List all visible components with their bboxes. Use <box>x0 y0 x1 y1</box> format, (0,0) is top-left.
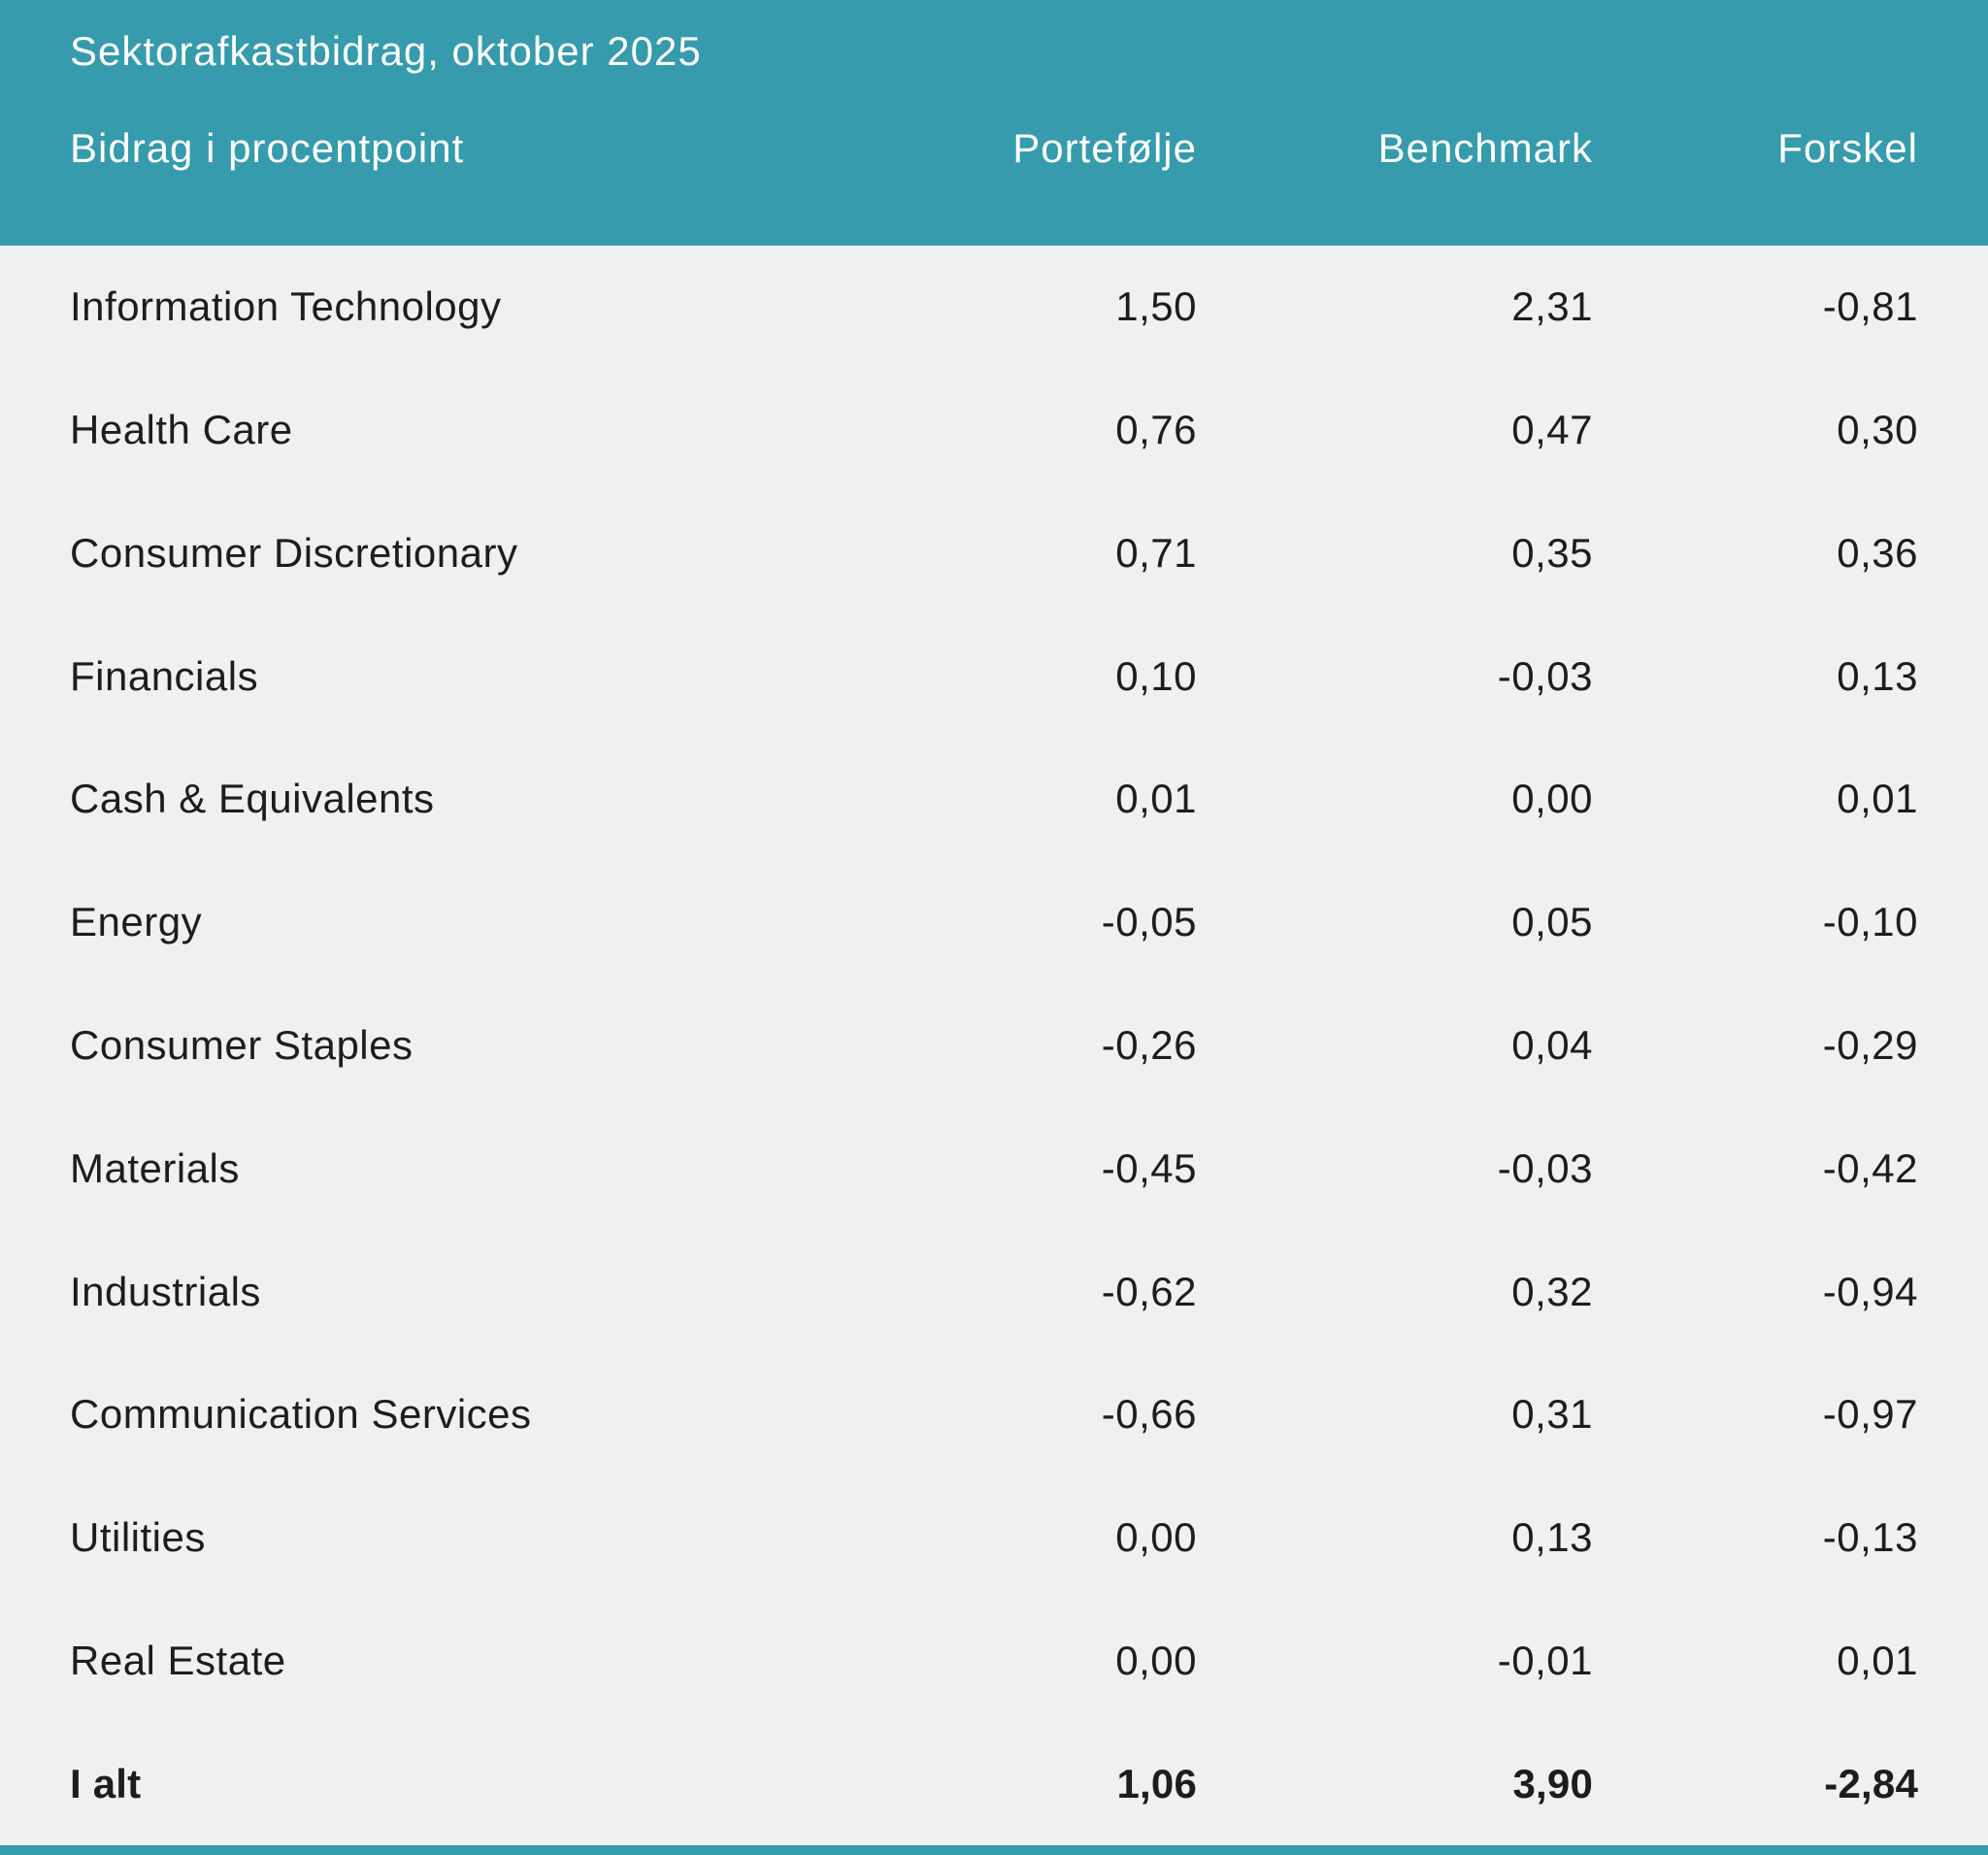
sector-name: Information Technology <box>70 283 502 330</box>
sector-name: Health Care <box>70 407 293 453</box>
table-row: Health Care 0,76 0,47 0,30 <box>70 369 1918 492</box>
difference-value: 0,36 <box>1837 529 1918 576</box>
difference-value: 0,30 <box>1837 407 1918 453</box>
table-row: Information Technology 1,50 2,31 -0,81 <box>70 246 1918 369</box>
benchmark-value: 0,31 <box>1511 1391 1593 1438</box>
sector-name: Energy <box>70 899 203 945</box>
portfolio-value: 0,00 <box>1115 1514 1197 1561</box>
benchmark-value: 0,04 <box>1511 1021 1593 1068</box>
portfolio-value: -0,45 <box>1101 1144 1197 1191</box>
table-header-band: Sektorafkastbidrag, oktober 2025 Bidrag … <box>0 0 1988 246</box>
sector-name: Utilities <box>70 1514 206 1561</box>
table-row: Utilities 0,00 0,13 -0,13 <box>70 1476 1918 1600</box>
difference-value: -0,81 <box>1822 283 1918 330</box>
portfolio-value: -0,62 <box>1101 1268 1197 1314</box>
total-difference-value: -2,84 <box>1824 1760 1918 1806</box>
difference-value: 0,01 <box>1837 1637 1918 1683</box>
total-benchmark-value: 3,90 <box>1512 1760 1593 1806</box>
table-row: Consumer Staples -0,26 0,04 -0,29 <box>70 984 1918 1108</box>
portfolio-value: 0,76 <box>1115 407 1197 453</box>
column-header-label: Bidrag i procentpoint <box>70 125 465 171</box>
sector-name: Real Estate <box>70 1637 286 1683</box>
bottom-accent-bar <box>0 1845 1988 1855</box>
benchmark-value: 0,35 <box>1511 529 1593 576</box>
column-header-difference: Forskel <box>1777 125 1918 171</box>
portfolio-value: -0,66 <box>1101 1391 1197 1438</box>
difference-value: -0,97 <box>1822 1391 1918 1438</box>
benchmark-value: 0,13 <box>1511 1514 1593 1561</box>
portfolio-value: -0,05 <box>1101 899 1197 945</box>
benchmark-value: 0,00 <box>1511 776 1593 822</box>
table-row: Energy -0,05 0,05 -0,10 <box>70 861 1918 984</box>
table-body: Information Technology 1,50 2,31 -0,81 H… <box>0 246 1988 1845</box>
difference-value: -0,29 <box>1822 1021 1918 1068</box>
table-row: Consumer Discretionary 0,71 0,35 0,36 <box>70 492 1918 615</box>
table-row: Communication Services -0,66 0,31 -0,97 <box>70 1353 1918 1476</box>
column-header-row: Bidrag i procentpoint Portefølje Benchma… <box>70 124 1918 173</box>
column-header-portfolio: Portefølje <box>1012 125 1197 171</box>
table-row: Financials 0,10 -0,03 0,13 <box>70 614 1918 738</box>
total-portfolio-value: 1,06 <box>1116 1760 1197 1806</box>
portfolio-value: 0,71 <box>1115 529 1197 576</box>
column-header-benchmark: Benchmark <box>1377 125 1593 171</box>
difference-value: 0,13 <box>1837 652 1918 699</box>
sector-name: Industrials <box>70 1268 261 1314</box>
portfolio-value: 0,00 <box>1115 1637 1197 1683</box>
benchmark-value: -0,03 <box>1497 652 1593 699</box>
difference-value: -0,13 <box>1822 1514 1918 1561</box>
page-title: Sektorafkastbidrag, oktober 2025 <box>70 28 702 74</box>
benchmark-value: 0,05 <box>1511 899 1593 945</box>
difference-value: -0,42 <box>1822 1144 1918 1191</box>
portfolio-value: -0,26 <box>1101 1021 1197 1068</box>
sector-name: Cash & Equivalents <box>70 776 435 822</box>
difference-value: -0,94 <box>1822 1268 1918 1314</box>
sector-name: Consumer Staples <box>70 1021 414 1068</box>
benchmark-value: -0,01 <box>1497 1637 1593 1683</box>
sector-name: Materials <box>70 1144 240 1191</box>
difference-value: -0,10 <box>1822 899 1918 945</box>
table-total-row: I alt 1,06 3,90 -2,84 <box>70 1722 1918 1845</box>
benchmark-value: 2,31 <box>1511 283 1593 330</box>
portfolio-value: 1,50 <box>1115 283 1197 330</box>
table-row: Materials -0,45 -0,03 -0,42 <box>70 1107 1918 1230</box>
portfolio-value: 0,01 <box>1115 776 1197 822</box>
benchmark-value: 0,47 <box>1511 407 1593 453</box>
sector-name: Communication Services <box>70 1391 532 1438</box>
table-row: Industrials -0,62 0,32 -0,94 <box>70 1230 1918 1353</box>
sector-name: Financials <box>70 652 259 699</box>
benchmark-value: 0,32 <box>1511 1268 1593 1314</box>
table-row: Real Estate 0,00 -0,01 0,01 <box>70 1599 1918 1722</box>
table-row: Cash & Equivalents 0,01 0,00 0,01 <box>70 738 1918 861</box>
portfolio-value: 0,10 <box>1115 652 1197 699</box>
total-label: I alt <box>70 1760 142 1806</box>
difference-value: 0,01 <box>1837 776 1918 822</box>
benchmark-value: -0,03 <box>1497 1144 1593 1191</box>
sector-name: Consumer Discretionary <box>70 529 518 576</box>
